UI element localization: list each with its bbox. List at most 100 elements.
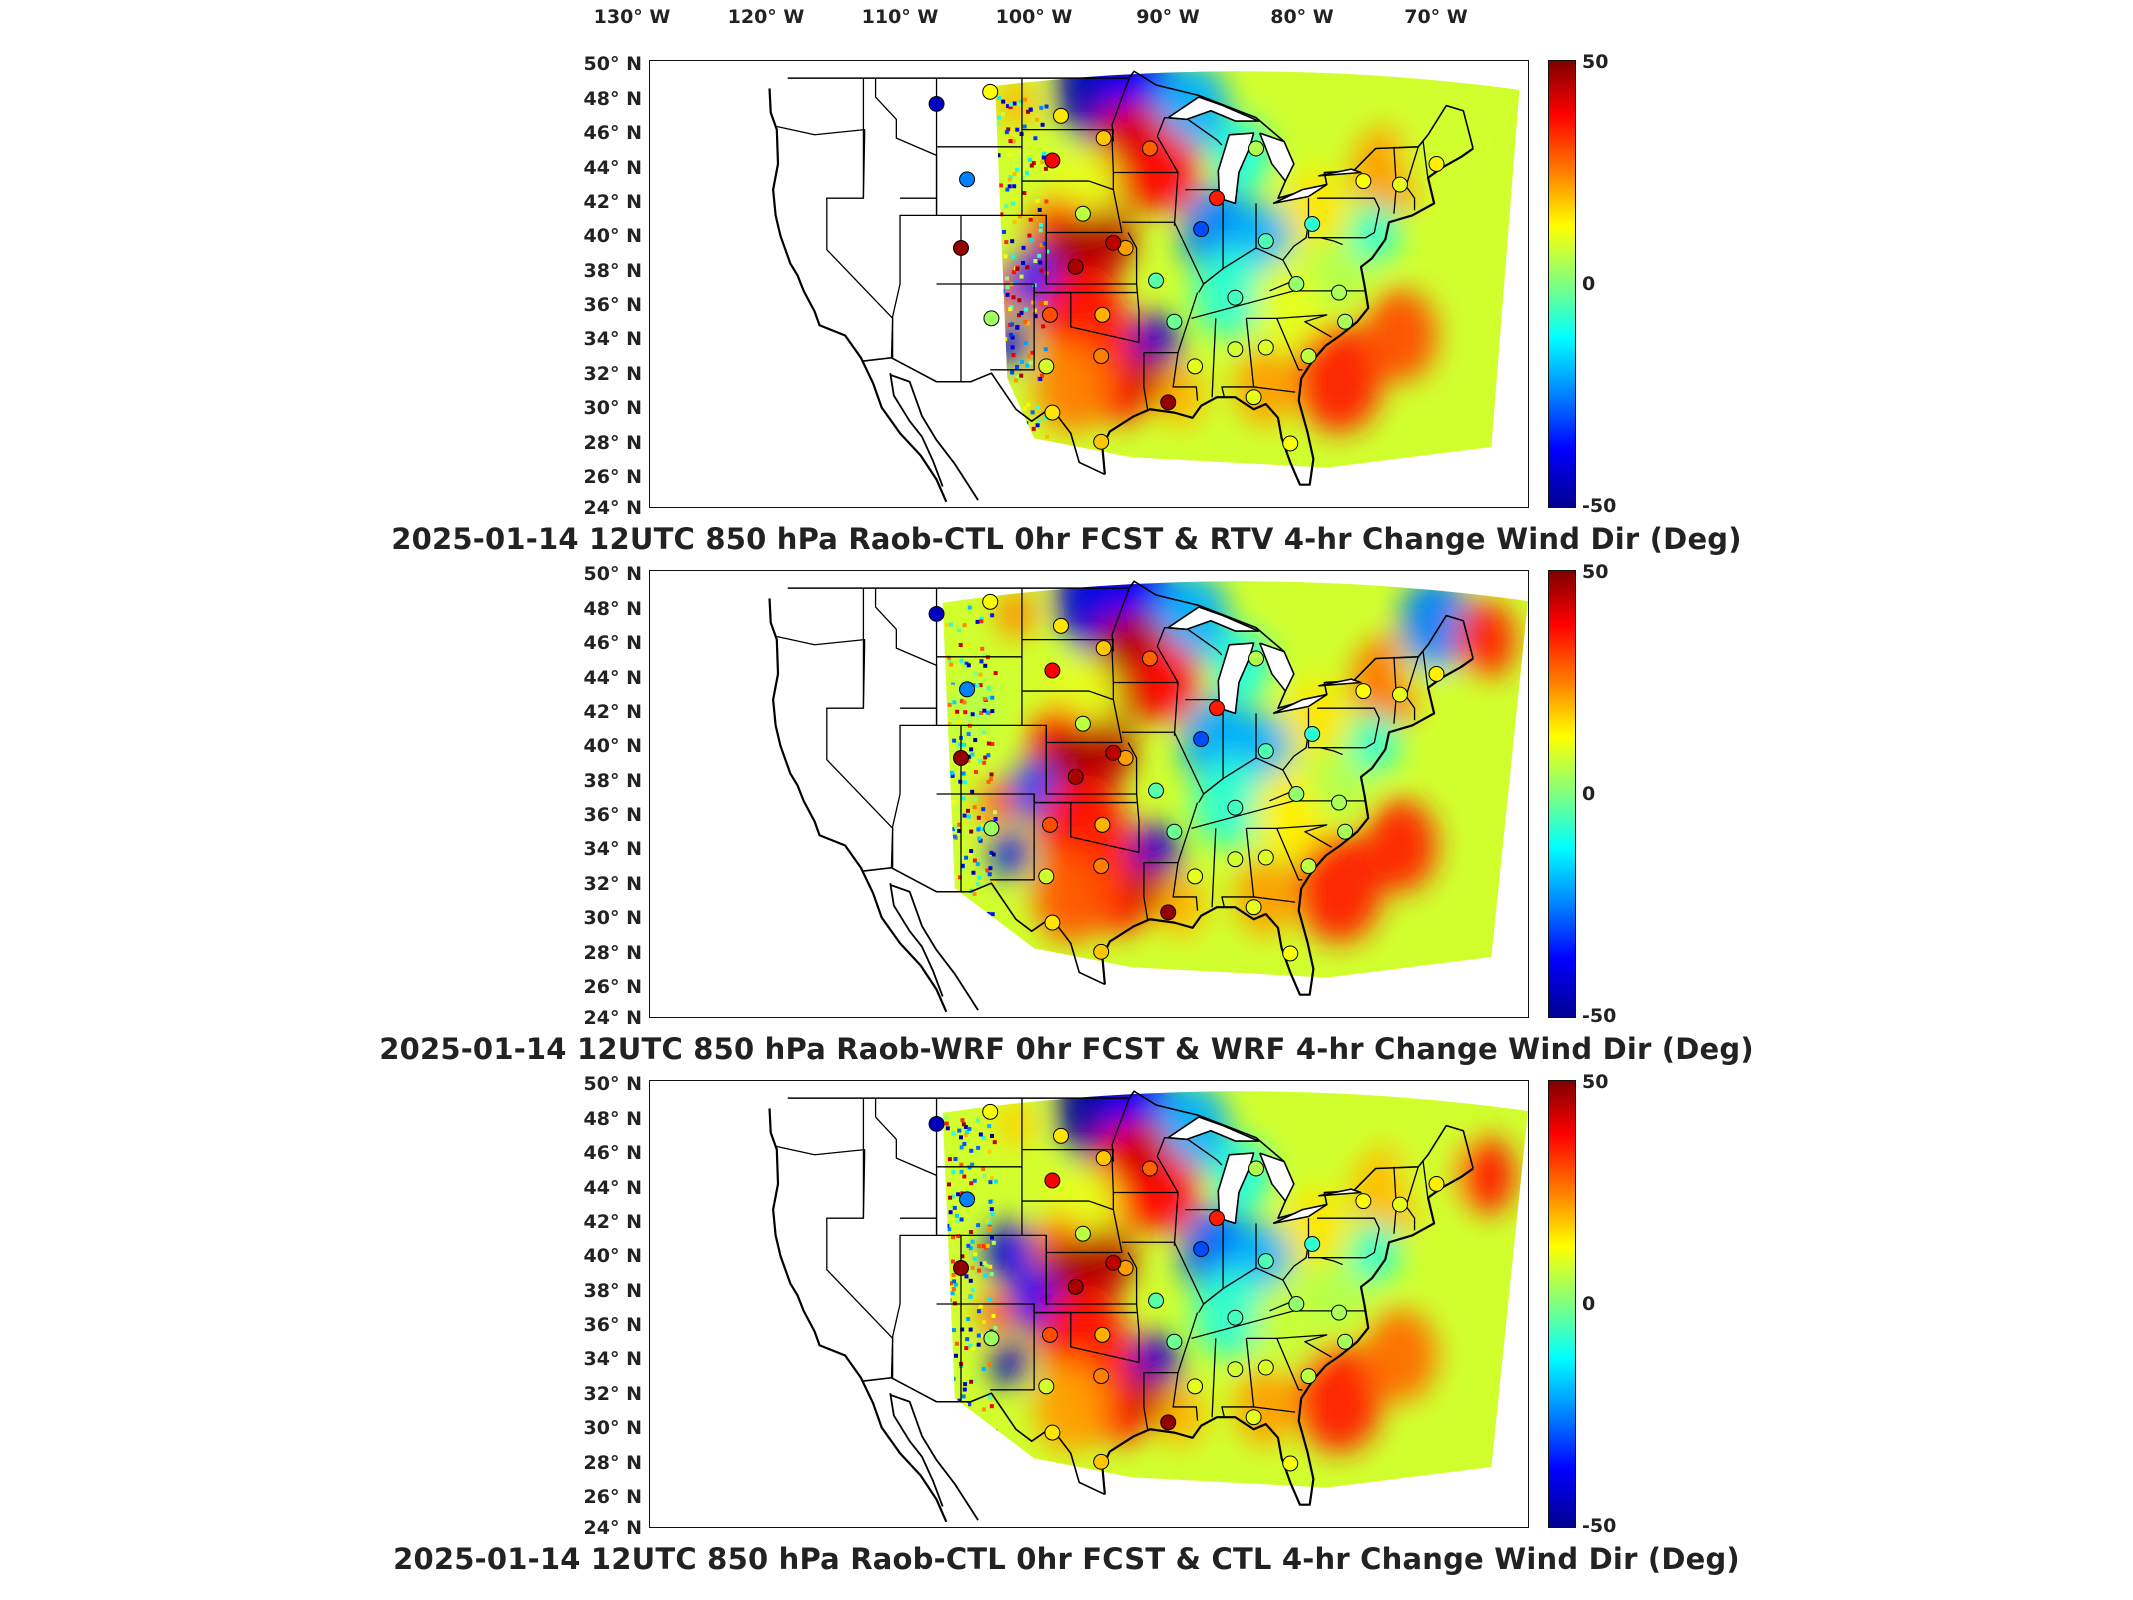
lon-label: 80° W bbox=[1270, 6, 1334, 28]
state-border bbox=[1422, 651, 1429, 690]
state-border bbox=[1307, 197, 1380, 239]
speckle-cell bbox=[1039, 105, 1044, 110]
state-border bbox=[1253, 386, 1296, 393]
field-region bbox=[1284, 1188, 1346, 1266]
state-border bbox=[890, 1098, 938, 1378]
lat-label: 46° N bbox=[583, 122, 642, 144]
state-border bbox=[1276, 318, 1303, 371]
speckle-cell bbox=[1017, 298, 1022, 303]
state-border bbox=[1021, 1200, 1123, 1254]
speckle-cell bbox=[970, 752, 975, 757]
raob-station-marker bbox=[1093, 943, 1110, 960]
speckle-cell bbox=[951, 1383, 956, 1388]
speckle-cell bbox=[1013, 195, 1018, 200]
speckle-cell bbox=[948, 1354, 953, 1359]
raob-station-marker bbox=[1067, 1278, 1084, 1295]
speckle-cell bbox=[986, 741, 991, 746]
speckle-cell bbox=[1026, 109, 1031, 114]
raob-station-marker bbox=[1141, 1160, 1158, 1177]
state-border bbox=[1405, 695, 1416, 721]
speckle-cell bbox=[1039, 243, 1044, 248]
speckle-cell bbox=[979, 659, 984, 664]
wind-direction-map bbox=[768, 70, 1520, 503]
state-border bbox=[826, 1098, 894, 1378]
great-lake bbox=[1167, 96, 1260, 122]
map-canvas[interactable] bbox=[649, 60, 1529, 508]
lat-label: 36° N bbox=[583, 1314, 642, 1336]
map-canvas[interactable] bbox=[649, 1080, 1529, 1528]
field-region bbox=[991, 1340, 1029, 1388]
map-canvas[interactable] bbox=[649, 570, 1529, 1018]
state-border bbox=[1405, 656, 1419, 697]
speckle-cell bbox=[989, 1207, 994, 1212]
speckle-cell bbox=[971, 1119, 976, 1124]
speckle-cell bbox=[978, 947, 983, 951]
speckle-cell bbox=[968, 1230, 973, 1235]
raob-station-marker bbox=[1257, 339, 1274, 356]
panel-title: 2025-01-14 12UTC 850 hPa Raob-CTL 0hr FC… bbox=[391, 522, 1742, 556]
speckle-cell bbox=[981, 1320, 986, 1325]
state-border bbox=[1121, 713, 1224, 795]
raob-station-marker bbox=[1245, 899, 1262, 916]
speckle-cell bbox=[947, 1452, 952, 1457]
speckle-cell bbox=[958, 779, 963, 784]
speckle-cell bbox=[1024, 421, 1029, 426]
state-border bbox=[1111, 1097, 1130, 1162]
state-border bbox=[775, 125, 866, 199]
speckle-cell bbox=[986, 753, 991, 758]
speckle-cell bbox=[990, 1212, 995, 1217]
great-lake bbox=[1318, 678, 1362, 687]
speckle-cell bbox=[991, 1313, 996, 1318]
speckle-cell bbox=[976, 1342, 981, 1347]
raob-station-marker bbox=[1428, 155, 1445, 172]
speckle-cell bbox=[1030, 350, 1035, 355]
colorbar-min-label: -50 bbox=[1582, 1005, 1617, 1027]
speckle-cell bbox=[950, 827, 955, 832]
raob-station-marker bbox=[1282, 1455, 1299, 1472]
speckle-cell bbox=[999, 378, 1004, 383]
speckle-cell bbox=[993, 816, 998, 821]
raob-station-marker bbox=[1044, 152, 1061, 169]
speckle-cell bbox=[952, 1205, 957, 1210]
speckle-cell bbox=[982, 870, 987, 875]
speckle-cell bbox=[1041, 324, 1046, 329]
lat-label: 44° N bbox=[583, 157, 642, 179]
colorbar-max-label: 50 bbox=[1582, 51, 1609, 73]
speckle-cell bbox=[1040, 160, 1045, 165]
lat-label: 34° N bbox=[583, 838, 642, 860]
great-lake bbox=[1272, 693, 1328, 715]
speckle-cell bbox=[1025, 321, 1030, 326]
speckle-cell bbox=[959, 1145, 964, 1150]
speckle-cell bbox=[1035, 199, 1040, 204]
state-border bbox=[1021, 180, 1123, 234]
speckle-cell bbox=[947, 1227, 952, 1232]
lon-label: 90° W bbox=[1136, 6, 1200, 28]
speckle-cell bbox=[975, 1118, 980, 1123]
speckle-cell bbox=[949, 662, 954, 667]
speckle-cell bbox=[972, 1256, 977, 1261]
speckle-cell bbox=[1001, 99, 1006, 104]
colorbar bbox=[1548, 570, 1576, 1018]
speckle-cell bbox=[964, 1403, 969, 1408]
raob-station-marker bbox=[1227, 1361, 1244, 1378]
raob-station-marker bbox=[1093, 433, 1110, 450]
raob-station-marker bbox=[928, 605, 945, 622]
speckle-cell bbox=[1030, 410, 1035, 415]
raob-station-marker bbox=[1392, 176, 1408, 193]
state-border bbox=[874, 1098, 938, 1236]
lat-label: 36° N bbox=[583, 804, 642, 826]
speckle-cell bbox=[946, 1368, 951, 1373]
state-border bbox=[1211, 318, 1217, 398]
great-lake bbox=[1258, 132, 1295, 182]
speckle-cell bbox=[981, 1135, 986, 1140]
speckle-cell bbox=[986, 911, 991, 916]
speckle-cell bbox=[973, 738, 978, 743]
speckle-cell bbox=[968, 925, 973, 930]
speckle-cell bbox=[1029, 163, 1034, 168]
field-region bbox=[1351, 1221, 1400, 1284]
raob-station-marker bbox=[1209, 190, 1225, 207]
state-border bbox=[1156, 646, 1179, 683]
raob-station-marker bbox=[1337, 823, 1354, 840]
state-border bbox=[1143, 862, 1149, 920]
state-border bbox=[1045, 742, 1138, 795]
